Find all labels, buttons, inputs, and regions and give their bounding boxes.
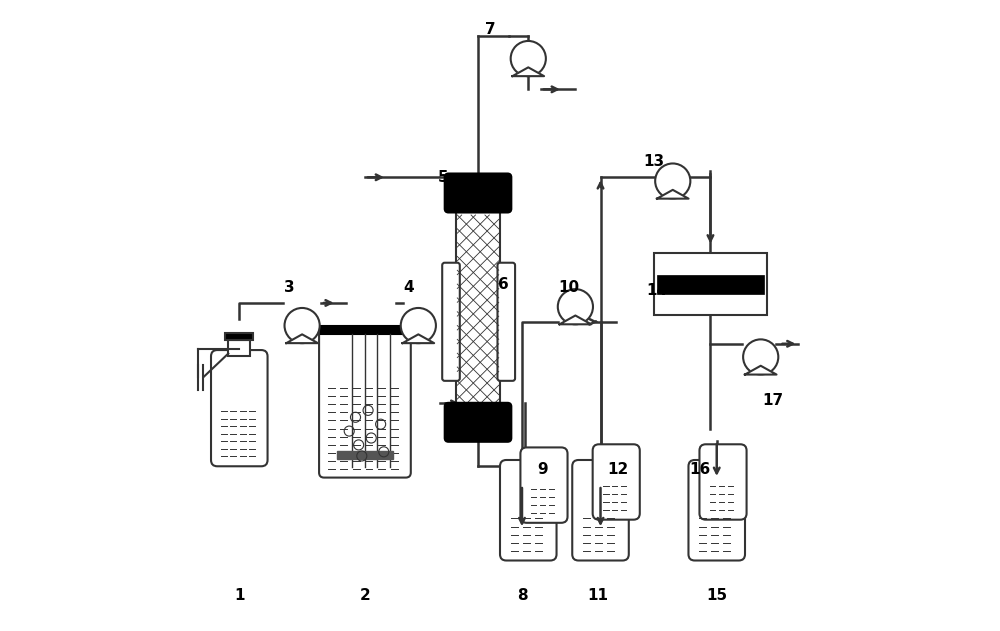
Text: 3: 3: [284, 280, 295, 295]
FancyBboxPatch shape: [520, 447, 568, 523]
Text: 5: 5: [438, 170, 449, 185]
Polygon shape: [337, 451, 393, 459]
FancyBboxPatch shape: [445, 174, 511, 213]
Text: 15: 15: [706, 587, 727, 603]
Polygon shape: [560, 316, 591, 324]
Bar: [321, 326, 409, 334]
Circle shape: [401, 308, 436, 343]
Text: 17: 17: [763, 393, 784, 408]
Polygon shape: [286, 334, 318, 343]
Text: 1: 1: [234, 587, 245, 603]
FancyBboxPatch shape: [500, 460, 557, 560]
Bar: [654, 252, 767, 316]
Bar: [219, 404, 259, 458]
Text: 10: 10: [559, 280, 580, 295]
Text: 16: 16: [689, 462, 710, 477]
Text: 12: 12: [607, 462, 629, 477]
Polygon shape: [657, 190, 689, 199]
FancyBboxPatch shape: [211, 350, 268, 466]
FancyBboxPatch shape: [699, 444, 747, 520]
Bar: [225, 333, 253, 339]
Text: 8: 8: [517, 587, 527, 603]
Circle shape: [655, 163, 690, 199]
FancyBboxPatch shape: [442, 262, 460, 381]
FancyBboxPatch shape: [319, 329, 411, 478]
FancyBboxPatch shape: [593, 444, 640, 520]
Polygon shape: [457, 215, 499, 413]
Bar: [228, 339, 250, 357]
Circle shape: [558, 289, 593, 324]
Circle shape: [285, 308, 320, 343]
FancyBboxPatch shape: [445, 403, 511, 442]
FancyBboxPatch shape: [497, 262, 515, 381]
Text: 14: 14: [646, 283, 668, 298]
Circle shape: [511, 41, 546, 76]
Text: 2: 2: [360, 587, 370, 603]
Text: 7: 7: [485, 22, 496, 37]
Bar: [657, 274, 764, 293]
Circle shape: [743, 339, 778, 375]
Text: 9: 9: [537, 462, 547, 477]
Polygon shape: [745, 366, 777, 375]
FancyBboxPatch shape: [572, 460, 629, 560]
Text: 4: 4: [404, 280, 414, 295]
Bar: [456, 212, 500, 416]
Text: 13: 13: [643, 154, 664, 169]
Text: 6: 6: [498, 276, 509, 292]
FancyBboxPatch shape: [688, 460, 745, 560]
Polygon shape: [512, 68, 544, 76]
Text: 11: 11: [587, 587, 608, 603]
Polygon shape: [402, 334, 434, 343]
